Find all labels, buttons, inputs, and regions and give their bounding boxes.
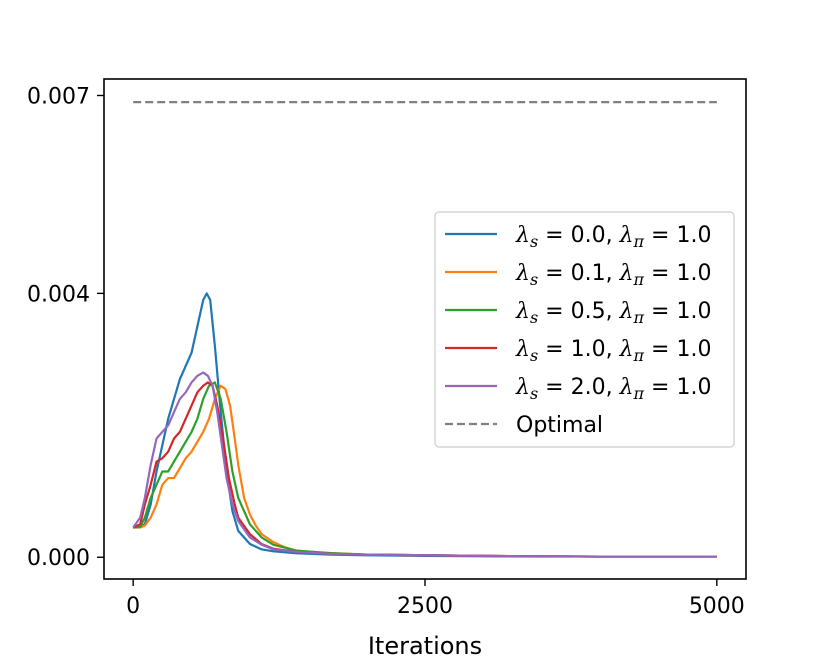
plot-lines <box>132 100 717 558</box>
y-tick-label: 0.000 <box>27 546 90 571</box>
series-line-4 <box>132 371 717 558</box>
legend-label: Optimal <box>516 413 603 438</box>
legend-frame <box>434 211 735 448</box>
y-tick-label: 0.007 <box>27 84 90 109</box>
legend: λs = 0.0, λπ = 1.0 λs = 0.1, λπ = 1.0 λs =… <box>434 211 735 448</box>
x-axis-ticks: 0 2500 5000 <box>126 579 745 619</box>
x-tick-label: 2500 <box>397 594 453 619</box>
x-tick-label: 0 <box>126 594 140 619</box>
legend-label: λs = 0.5, λπ = 1.0 <box>515 299 711 327</box>
legend-label: λs = 1.0, λπ = 1.0 <box>515 337 711 365</box>
legend-label: λs = 0.0, λπ = 1.0 <box>515 223 711 251</box>
x-tick-label: 5000 <box>689 594 745 619</box>
y-tick-label: 0.004 <box>27 282 90 307</box>
x-axis-label: Iterations <box>368 632 482 660</box>
legend-label: λs = 2.0, λπ = 1.0 <box>515 375 711 403</box>
y-axis-ticks: 0.000 0.004 0.007 <box>27 84 104 571</box>
legend-label: λs = 0.1, λπ = 1.0 <box>515 261 711 289</box>
